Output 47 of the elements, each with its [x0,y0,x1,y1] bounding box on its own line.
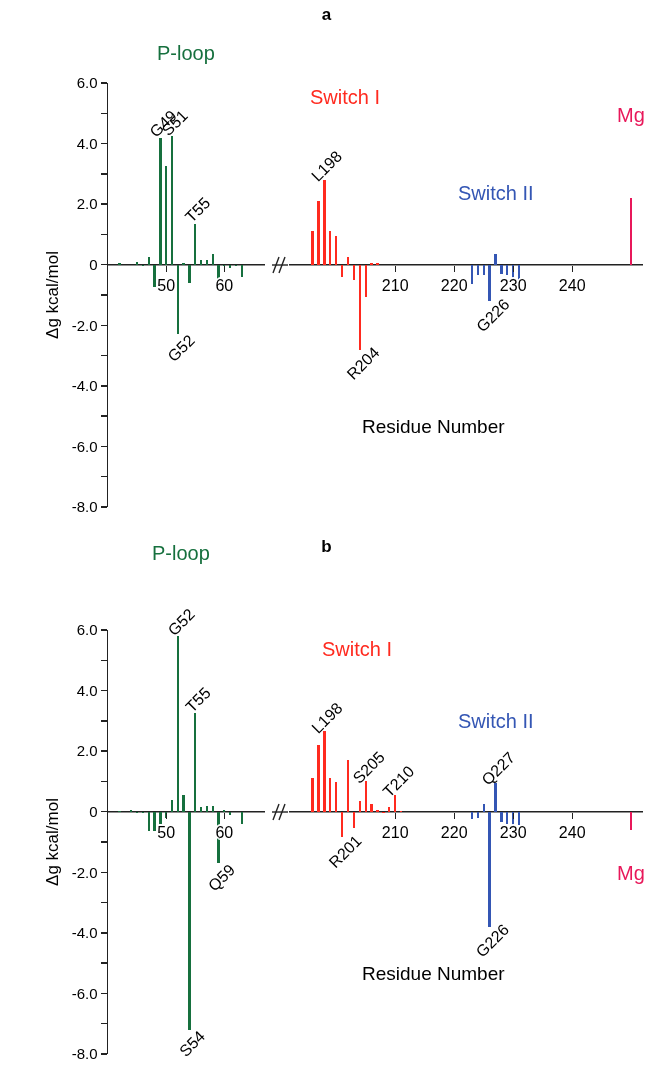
x-axis-title: Residue Number [362,963,506,984]
series-label: Mg [617,862,645,884]
annotation: G52 [164,331,198,365]
x-tick-label: 50 [157,823,176,841]
x-tick-label: 230 [499,823,527,841]
x-tick-label: 210 [381,276,409,294]
y-tick-label: -6.0 [71,984,98,1002]
chart-title: b [321,536,332,556]
chart-title: a [321,4,332,24]
x-tick-label: 210 [381,823,409,841]
x-tick-label: 220 [440,276,468,294]
y-axis-title: Δg kcal/mol [43,798,63,886]
y-tick-label: -8.0 [71,498,98,516]
y-tick-label: 2.0 [76,742,98,760]
x-tick-label: 240 [558,823,586,841]
y-tick-label: 4.0 [76,134,98,152]
y-tick-label: -2.0 [71,316,98,334]
y-tick-label: 6.0 [76,74,98,92]
text: Mg [617,104,645,126]
annotation: Q59 [204,860,239,895]
y-tick-label: 4.0 [76,681,98,699]
text: Switch I [322,638,393,660]
y-tick-label: -4.0 [71,924,98,942]
x-axis-title: Residue Number [362,416,506,437]
text: Switch II [458,710,534,732]
x-tick-label: 60 [215,276,234,294]
x-tick-label: 240 [558,276,586,294]
text: P-loop [157,42,215,64]
y-tick-label: -6.0 [71,437,98,455]
y-tick-label: 2.0 [76,195,98,213]
text: P-loop [152,542,210,564]
annotation: S54 [176,1027,209,1060]
y-tick-label: 0 [89,802,98,820]
y-tick-label: -2.0 [71,863,98,881]
x-tick-label: 50 [157,276,176,294]
text: Switch II [458,182,534,204]
annotation: T55 [181,194,214,226]
y-tick-label: -4.0 [71,377,98,395]
x-tick-label: 230 [499,276,527,294]
y-tick-label: 6.0 [76,621,98,639]
y-tick-label: -8.0 [71,1045,98,1063]
annotation: T55 [182,683,214,716]
y-tick-label: 0 [89,255,98,273]
x-tick-label: 220 [440,823,468,841]
annotation: G52 [164,605,199,639]
text: Switch I [310,86,381,108]
y-axis-title: Δg kcal/mol [43,251,63,339]
